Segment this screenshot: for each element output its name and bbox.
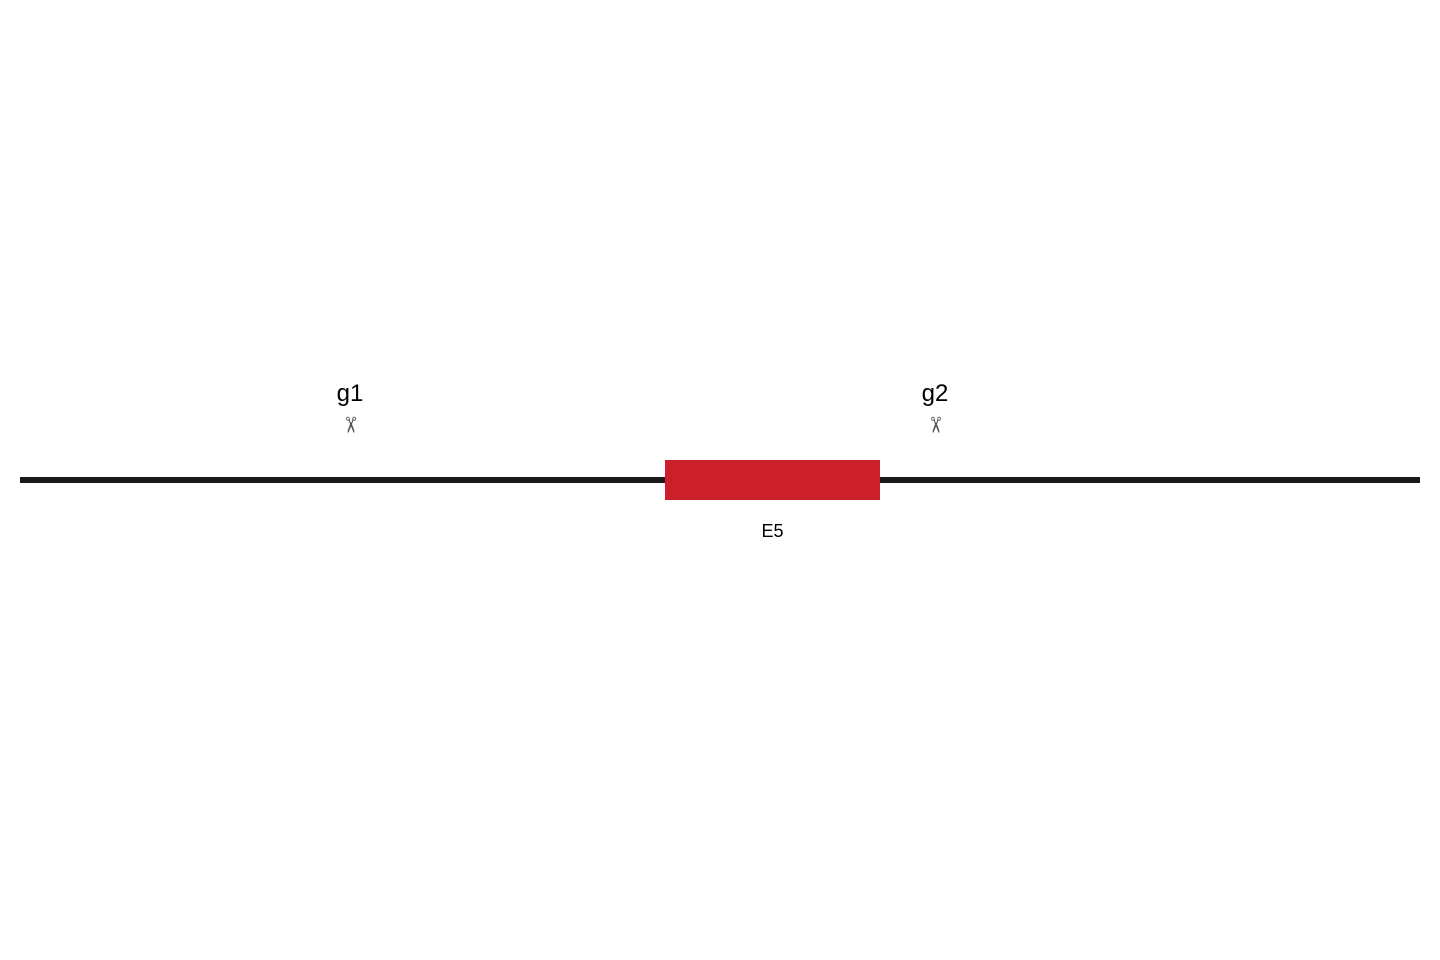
scissors-icon: ✂ bbox=[922, 395, 948, 455]
exon-box bbox=[665, 460, 880, 500]
exon-label: E5 bbox=[665, 521, 880, 542]
scissors-icon: ✂ bbox=[337, 395, 363, 455]
gene-diagram: E5 g1 ✂ g2 ✂ bbox=[0, 0, 1440, 960]
